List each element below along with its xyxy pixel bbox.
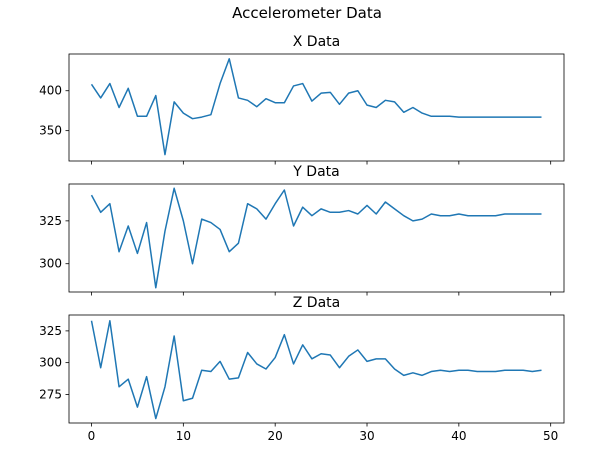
x-data-title: X Data: [293, 34, 340, 50]
y-data-title: Y Data: [292, 164, 339, 180]
z-data-ytick-label: 275: [39, 387, 62, 401]
z-data-ytick-label: 325: [39, 324, 62, 338]
z-data-series-line: [90, 319, 542, 420]
y-data-subplot: Y Data 300 325: [39, 164, 565, 296]
z-data-axes-frame: [68, 314, 565, 424]
subplots: X Data 350 400 Y Data 300 325 Z Data 275 300 325 0…: [39, 34, 565, 443]
z-data-xtick-label: 0: [88, 429, 96, 443]
figure-suptitle: Accelerometer Data: [232, 4, 382, 22]
z-data-xtick-label: 10: [176, 429, 191, 443]
z-data-ytick-label: 300: [39, 356, 62, 370]
y-data-ytick-label: 300: [39, 257, 62, 271]
x-data-ytick-label: 400: [39, 84, 62, 98]
z-data-title: Z Data: [293, 295, 340, 311]
x-data-axes-frame: [68, 53, 565, 162]
x-data-series-line: [90, 58, 542, 156]
x-data-ytick-label: 350: [39, 124, 62, 138]
x-data-subplot: X Data 350 400: [39, 34, 565, 165]
z-data-xtick-label: 50: [543, 429, 558, 443]
z-data-xtick-label: 30: [359, 429, 374, 443]
y-data-ytick-label: 325: [39, 214, 62, 228]
z-data-subplot: Z Data 275 300 325 0 10 20 30 40 50: [39, 295, 565, 443]
y-data-axes-frame: [68, 183, 565, 293]
z-data-xtick-label: 40: [451, 429, 466, 443]
z-data-xtick-label: 20: [268, 429, 283, 443]
y-data-series-line: [90, 187, 542, 289]
